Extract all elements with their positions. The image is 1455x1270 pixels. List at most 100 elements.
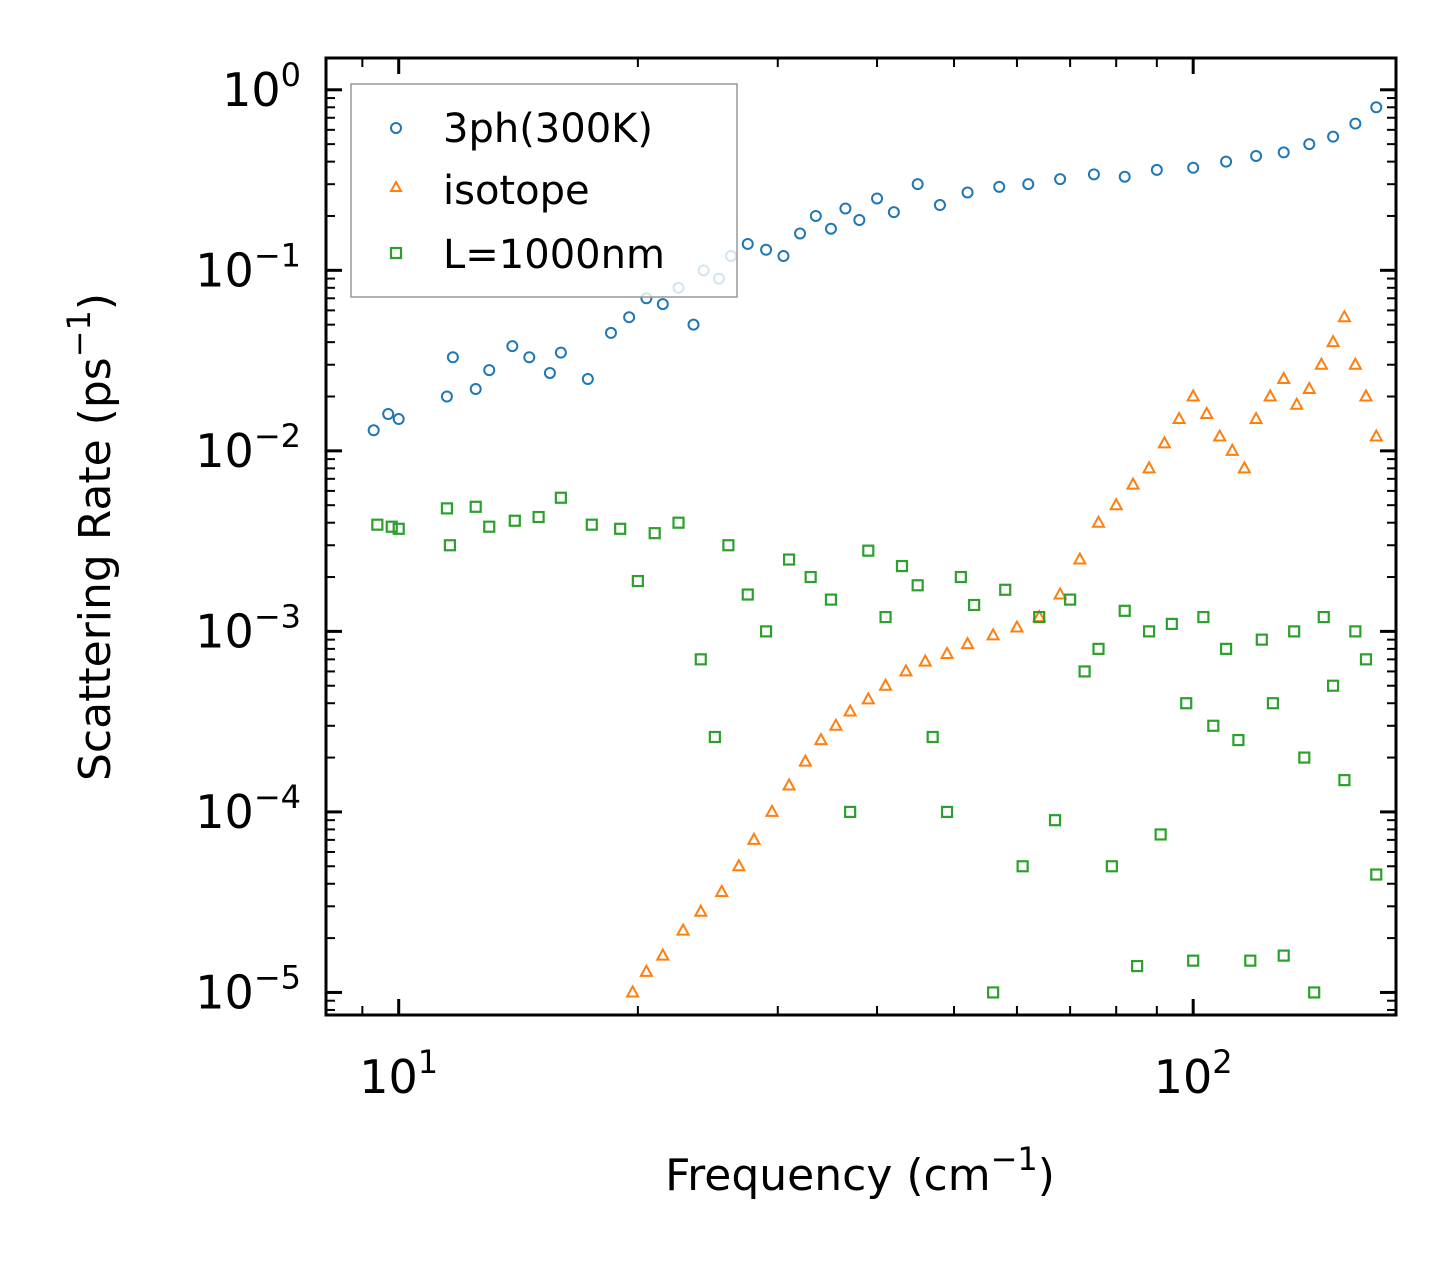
data-point: [842, 703, 858, 717]
data-point: [1232, 733, 1245, 747]
data-point: [1048, 814, 1062, 827]
series-2: [371, 491, 1383, 999]
data-point: [1105, 860, 1118, 873]
data-point: [879, 610, 892, 624]
data-point: [469, 383, 482, 396]
data-point: [1237, 460, 1252, 474]
data-point: [911, 178, 924, 191]
data-point: [392, 413, 405, 426]
data-point: [853, 213, 866, 226]
data-marks: [367, 101, 1384, 999]
data-point: [824, 222, 837, 235]
data-point: [741, 588, 754, 601]
data-point: [954, 570, 967, 584]
data-point: [1298, 751, 1311, 764]
data-point: [1016, 860, 1029, 873]
data-point: [1118, 170, 1131, 183]
data-point: [960, 636, 975, 650]
data-point: [382, 408, 395, 421]
data-point: [1262, 388, 1278, 402]
data-point: [648, 527, 661, 540]
legend-label-boundary: L=1000nm: [443, 232, 665, 278]
legend-label-isotope: isotope: [443, 168, 590, 214]
data-point: [1142, 625, 1156, 638]
y-tick-label: 10−4: [195, 778, 301, 839]
data-point: [1325, 334, 1341, 348]
data-point: [1359, 653, 1373, 666]
data-point: [371, 518, 384, 531]
data-point: [824, 593, 838, 606]
y-tick-label: 10−5: [195, 958, 301, 1019]
data-point: [1052, 586, 1068, 600]
legend-label-3ph: 3ph(300K): [443, 106, 653, 152]
data-point: [1212, 428, 1227, 442]
data-point: [760, 243, 773, 256]
data-point: [1165, 617, 1178, 631]
data-point: [1187, 954, 1200, 967]
data-point: [887, 206, 900, 219]
data-point: [1154, 828, 1167, 841]
data-point: [1277, 146, 1290, 159]
data-point: [861, 691, 876, 705]
data-point: [1009, 619, 1025, 633]
data-point: [1092, 642, 1105, 655]
data-point: [759, 625, 773, 638]
data-point: [440, 390, 453, 403]
tick-labels: 101 102 100 10−1 10−2 10−3 10−4 10−5: [195, 56, 1232, 1104]
data-point: [1358, 388, 1374, 402]
legend: 3ph(300K) isotope L=1000nm: [350, 83, 738, 298]
data-point: [1091, 514, 1106, 528]
data-point: [581, 373, 594, 386]
data-point: [926, 730, 939, 744]
data-point: [1248, 410, 1264, 425]
data-point: [777, 250, 790, 263]
data-point: [804, 570, 817, 584]
data-point: [828, 717, 844, 731]
data-point: [722, 539, 735, 552]
y-tick-label: 10−1: [195, 236, 301, 297]
data-point: [1078, 665, 1091, 678]
data-point: [1314, 356, 1329, 370]
data-point: [809, 209, 822, 222]
data-point: [1266, 697, 1280, 710]
data-point: [1141, 460, 1157, 474]
data-point: [1326, 679, 1340, 692]
data-point: [764, 803, 780, 817]
data-point: [446, 351, 459, 364]
data-point: [694, 653, 707, 666]
data-point: [1109, 497, 1124, 511]
data-point: [898, 663, 914, 677]
data-point: [625, 984, 640, 998]
y-tick-label: 10−2: [195, 417, 301, 478]
data-point: [1337, 309, 1352, 323]
data-point: [741, 237, 754, 250]
data-point: [1225, 442, 1240, 456]
data-point: [672, 516, 685, 529]
data-point: [1303, 138, 1316, 151]
data-point: [918, 653, 933, 667]
data-point: [687, 318, 700, 331]
data-point: [1033, 610, 1046, 624]
data-point: [794, 227, 807, 240]
data-point: [1349, 625, 1362, 638]
data-point: [1171, 410, 1187, 425]
data-point: [782, 553, 796, 566]
data-point: [443, 539, 457, 552]
data-point: [554, 346, 567, 359]
data-point: [585, 518, 598, 531]
data-point: [1317, 610, 1330, 624]
data-point: [469, 500, 482, 513]
y-tick-label: 10−3: [195, 597, 301, 658]
data-point: [1072, 551, 1088, 565]
data-point: [1180, 697, 1193, 710]
data-point: [1157, 435, 1172, 449]
data-point: [440, 502, 454, 515]
data-point: [1277, 949, 1290, 962]
legend-marker-boundary: [389, 246, 403, 260]
data-point: [1244, 954, 1257, 967]
data-point: [1220, 155, 1233, 168]
data-point: [895, 559, 909, 573]
data-point: [1302, 380, 1317, 395]
data-point: [1338, 774, 1351, 787]
